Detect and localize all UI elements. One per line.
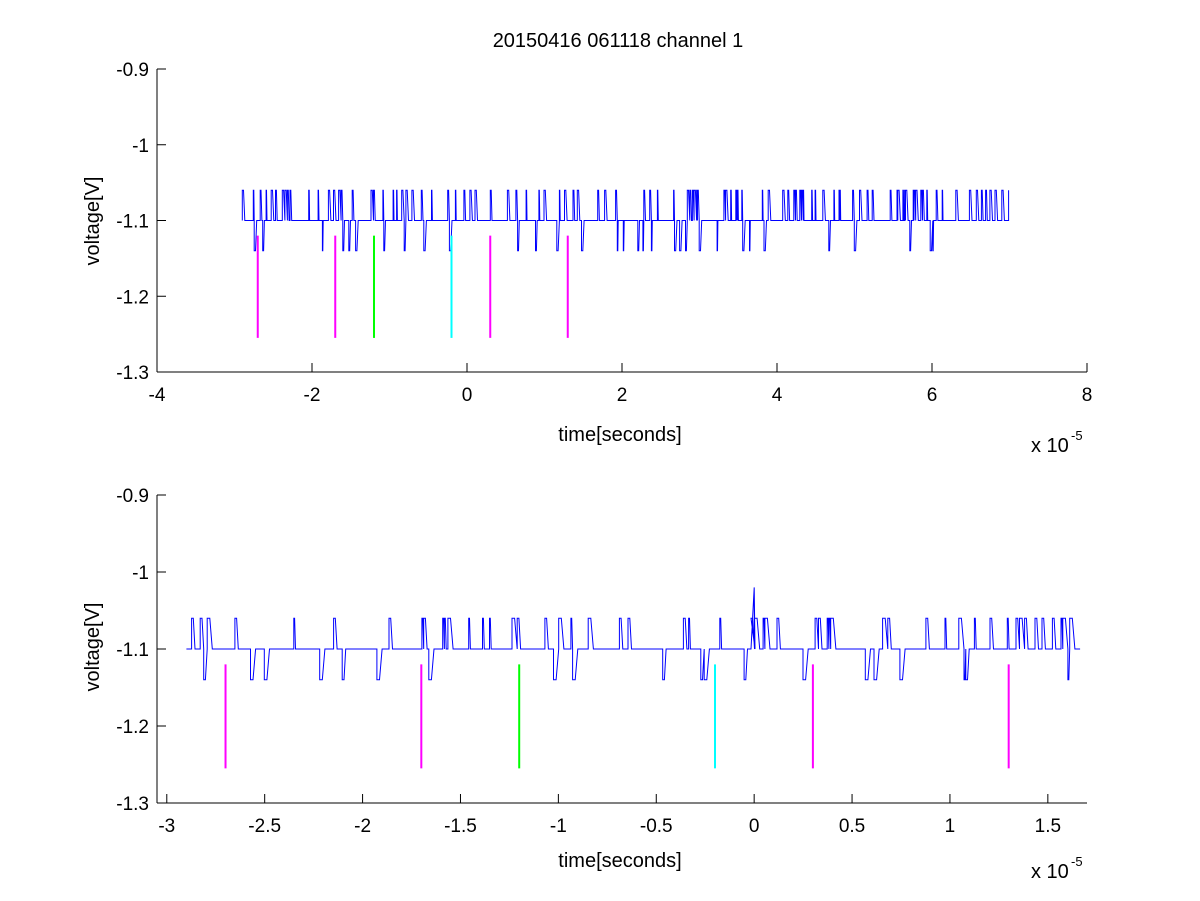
top-subplot: -4 -2 0 2 4 6 8 -0.9 -1 -1.1 -1.2 -1.3 time[seconds…	[82, 60, 1092, 457]
y-tick-label: -1.2	[116, 287, 149, 308]
x-tick-label: 6	[927, 385, 938, 406]
x-tick-label: -2.5	[248, 816, 281, 837]
y-tick-label: -1.1	[116, 212, 149, 233]
top-x-exponent: x 10	[1031, 435, 1069, 457]
x-tick-label: -2	[354, 816, 371, 837]
x-tick-label: -1.5	[444, 816, 477, 837]
y-tick-label: -0.9	[116, 60, 149, 81]
x-tick-label: 0	[749, 816, 760, 837]
top-x-exponent-power: -5	[1071, 428, 1083, 443]
bottom-x-exponent-power: -5	[1071, 854, 1083, 869]
bottom-y-axis-label: voltage[V]	[82, 603, 104, 692]
x-tick-label: 0.5	[839, 816, 865, 837]
x-tick-label: 1.5	[1035, 816, 1061, 837]
y-tick-label: -1	[132, 563, 149, 584]
x-tick-label: 0	[462, 385, 473, 406]
x-tick-label: 1	[945, 816, 956, 837]
x-tick-label: -4	[149, 385, 166, 406]
y-tick-label: -1.2	[116, 717, 149, 738]
x-tick-label: 4	[772, 385, 783, 406]
y-tick-label: -1.3	[116, 794, 149, 815]
y-tick-label: -1	[132, 136, 149, 157]
x-tick-label: 8	[1082, 385, 1093, 406]
y-tick-label: -1.3	[116, 363, 149, 384]
y-tick-label: -1.1	[116, 640, 149, 661]
x-tick-label: 2	[617, 385, 628, 406]
y-tick-label: -0.9	[116, 486, 149, 507]
voltage-trace	[241, 189, 1010, 252]
voltage-trace	[186, 587, 1081, 681]
top-y-axis-label: voltage[V]	[82, 177, 104, 266]
bottom-x-exponent: x 10	[1031, 861, 1069, 883]
x-tick-label: -0.5	[640, 816, 673, 837]
x-tick-label: -1	[550, 816, 567, 837]
chart-title: 20150416 061118 channel 1	[493, 30, 744, 52]
x-tick-label: -2	[304, 385, 321, 406]
x-tick-label: -3	[158, 816, 175, 837]
top-x-axis-label: time[seconds]	[558, 424, 681, 446]
bottom-x-axis-label: time[seconds]	[558, 850, 681, 872]
bottom-subplot: -3 -2.5 -2 -1.5 -1 -0.5 0 0.5 1 1.5 -0.9 -1 -1.1 -1.2…	[82, 486, 1087, 883]
